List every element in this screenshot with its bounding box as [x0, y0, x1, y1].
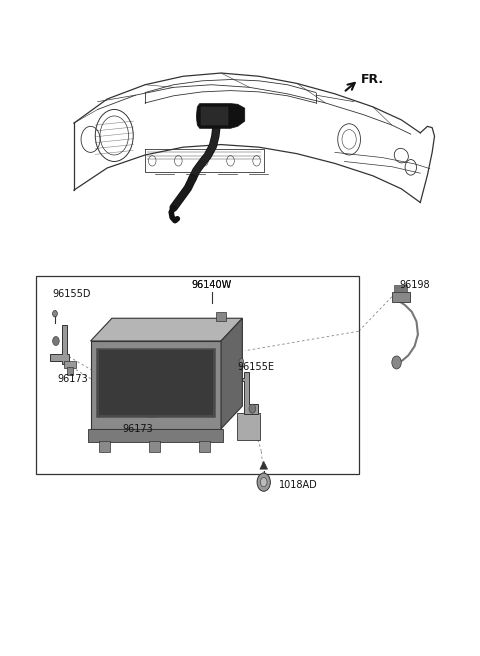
Bar	[394, 285, 408, 291]
Polygon shape	[239, 371, 258, 414]
Polygon shape	[216, 312, 226, 321]
Bar	[148, 409, 154, 417]
Polygon shape	[196, 104, 245, 129]
Polygon shape	[91, 341, 221, 429]
Polygon shape	[201, 107, 228, 125]
Polygon shape	[91, 318, 242, 341]
Polygon shape	[260, 461, 267, 469]
Circle shape	[249, 404, 256, 413]
Text: 1018AD: 1018AD	[279, 480, 318, 491]
Text: 96173: 96173	[122, 424, 154, 434]
Circle shape	[257, 473, 270, 491]
Polygon shape	[50, 325, 69, 364]
Bar	[98, 350, 213, 415]
Text: 96155D: 96155D	[53, 289, 91, 298]
Circle shape	[392, 356, 401, 369]
Bar	[199, 441, 210, 451]
Circle shape	[261, 478, 267, 487]
Bar	[392, 291, 410, 302]
Text: 96140W: 96140W	[192, 280, 232, 290]
Bar	[67, 367, 73, 375]
Text: 96198: 96198	[399, 280, 430, 290]
Bar	[145, 403, 156, 411]
Text: 96140W: 96140W	[192, 280, 232, 290]
Circle shape	[53, 310, 57, 317]
Circle shape	[239, 359, 244, 365]
Text: 96173: 96173	[57, 373, 88, 384]
Bar	[36, 276, 359, 474]
Text: FR.: FR.	[361, 73, 384, 86]
Text: 96155E: 96155E	[238, 362, 275, 372]
Polygon shape	[221, 318, 242, 429]
Bar	[99, 441, 110, 451]
Bar	[149, 441, 160, 451]
Polygon shape	[237, 413, 261, 440]
Bar	[64, 361, 76, 368]
Circle shape	[53, 337, 59, 346]
Polygon shape	[88, 429, 223, 442]
Bar	[96, 348, 216, 417]
